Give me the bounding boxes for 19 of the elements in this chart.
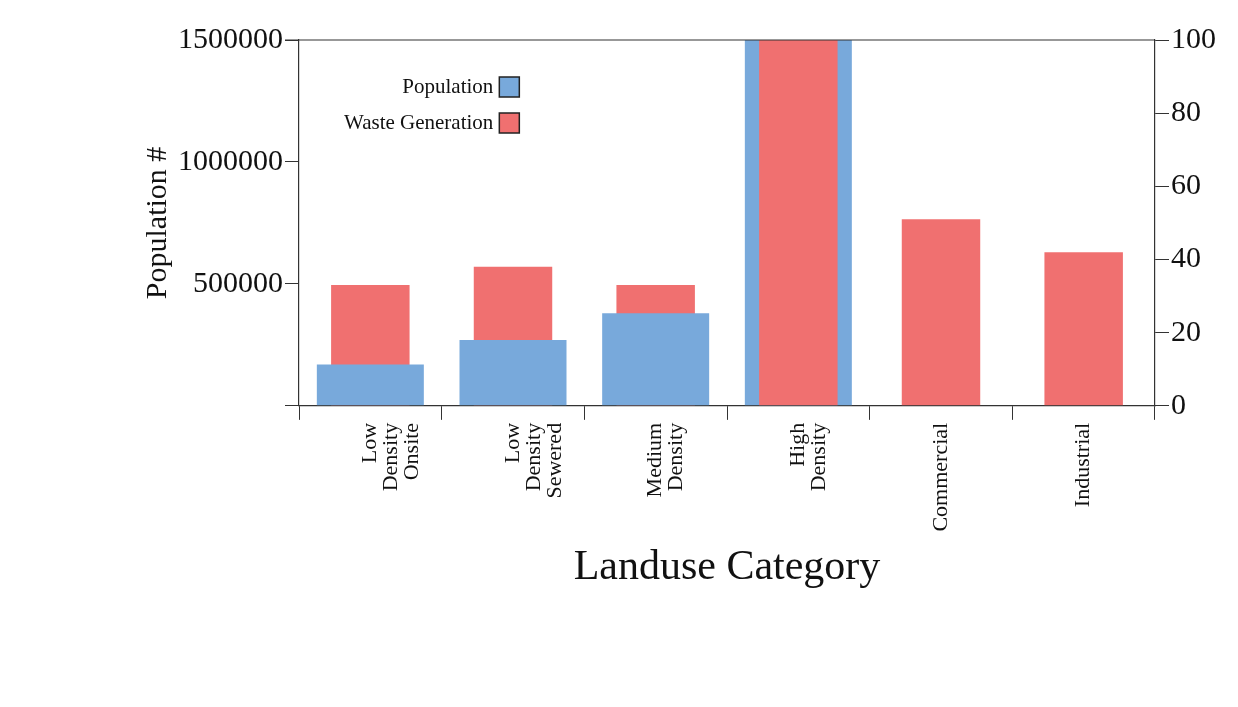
y-tick-label: 500000 [193,264,283,298]
y2-tick-label: 60 [1171,167,1201,201]
x-tick-label: Medium Density [641,422,688,498]
y-tick-label: 1500000 [178,20,283,54]
y-tick-label: 1000000 [178,142,283,176]
x-tick-label: High Density [784,422,831,492]
y2-tick-label: 80 [1171,94,1201,128]
x-axis-title: Landuse Category [573,541,881,588]
x-tick-label: Low Density Onsite [356,422,423,492]
y-axis-title: Population # [138,146,172,300]
y2-tick-label: 100 [1171,20,1216,54]
x-tick-label: Industrial [1069,422,1095,508]
y2-tick-label: 40 [1171,240,1201,274]
y2-tick-label: 0 [1171,386,1186,420]
y2-tick-label: 20 [1171,313,1201,347]
x-tick-label: Low Density Sewered [498,422,566,499]
legend-label: Waste Generation [344,109,494,134]
x-tick-label: Commercial [926,422,952,532]
legend-label: Population [402,73,494,98]
